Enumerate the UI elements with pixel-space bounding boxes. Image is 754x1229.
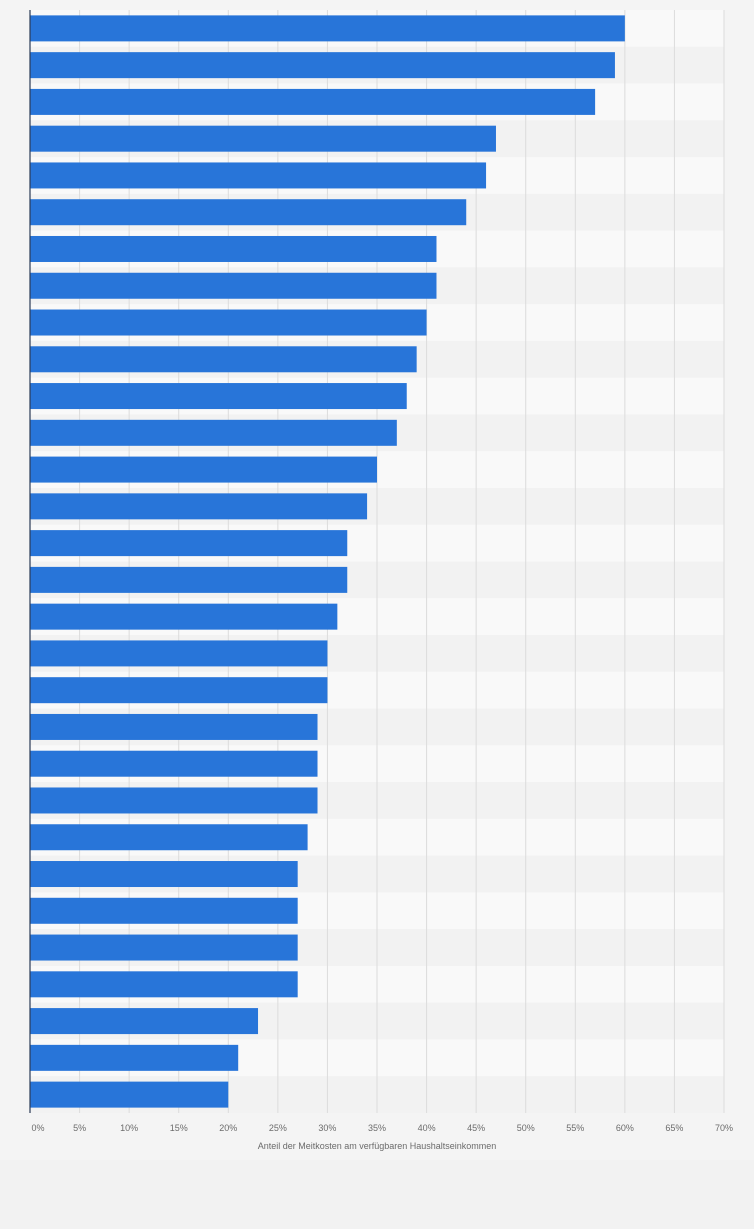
bar[interactable] xyxy=(30,456,377,483)
x-tick-label: 45% xyxy=(467,1123,485,1133)
bar[interactable] xyxy=(30,235,437,262)
bar[interactable] xyxy=(30,419,397,446)
bar[interactable] xyxy=(30,199,467,226)
bar[interactable] xyxy=(30,493,368,520)
x-tick-label: 65% xyxy=(665,1123,683,1133)
x-tick-label: 55% xyxy=(566,1123,584,1133)
bar[interactable] xyxy=(30,162,487,189)
bar[interactable] xyxy=(30,52,615,79)
bar[interactable] xyxy=(30,346,417,373)
bar[interactable] xyxy=(30,971,298,998)
bar[interactable] xyxy=(30,15,625,42)
bar[interactable] xyxy=(30,640,328,667)
x-tick-labels: 0% 5% 10% 15% 20% 25% 30% 35% 40% 45% 50% 55% 60% 65%… xyxy=(31,1123,733,1133)
bar[interactable] xyxy=(30,566,348,593)
x-tick-label: 40% xyxy=(418,1123,436,1133)
bar[interactable] xyxy=(30,677,328,704)
x-tick-label: 5% xyxy=(73,1123,86,1133)
bar[interactable] xyxy=(30,897,298,924)
x-tick-label: 0% xyxy=(31,1123,44,1133)
x-tick-label: 15% xyxy=(170,1123,188,1133)
grid-lines xyxy=(79,10,725,1113)
x-tick-label: 70% xyxy=(715,1123,733,1133)
bar[interactable] xyxy=(30,1008,259,1035)
bar[interactable] xyxy=(30,125,496,152)
bar[interactable] xyxy=(30,88,596,115)
bar[interactable] xyxy=(30,824,308,851)
x-tick-label: 50% xyxy=(517,1123,535,1133)
bar[interactable] xyxy=(30,934,298,961)
x-tick-label: 35% xyxy=(368,1123,386,1133)
x-tick-label: 20% xyxy=(219,1123,237,1133)
bar[interactable] xyxy=(30,530,348,557)
x-axis-label: Anteil der Meitkosten am verfügbaren Hau… xyxy=(258,1141,497,1151)
bar[interactable] xyxy=(30,861,298,888)
bar[interactable] xyxy=(30,383,407,410)
bars xyxy=(30,15,625,1108)
bar[interactable] xyxy=(30,272,437,299)
x-tick-label: 10% xyxy=(120,1123,138,1133)
x-tick-label: 60% xyxy=(616,1123,634,1133)
bar-chart: 0% 5% 10% 15% 20% 25% 30% 35% 40% 45% 50% 55% 60% 65%… xyxy=(29,10,733,1151)
bar[interactable] xyxy=(30,750,318,777)
x-tick-label: 30% xyxy=(318,1123,336,1133)
bar[interactable] xyxy=(30,713,318,740)
bar[interactable] xyxy=(30,1081,229,1108)
x-tick-label: 25% xyxy=(269,1123,287,1133)
bar[interactable] xyxy=(30,1044,239,1071)
bar[interactable] xyxy=(30,787,318,814)
bar[interactable] xyxy=(30,309,427,336)
bar[interactable] xyxy=(30,603,338,630)
footer-panel xyxy=(0,1160,754,1229)
